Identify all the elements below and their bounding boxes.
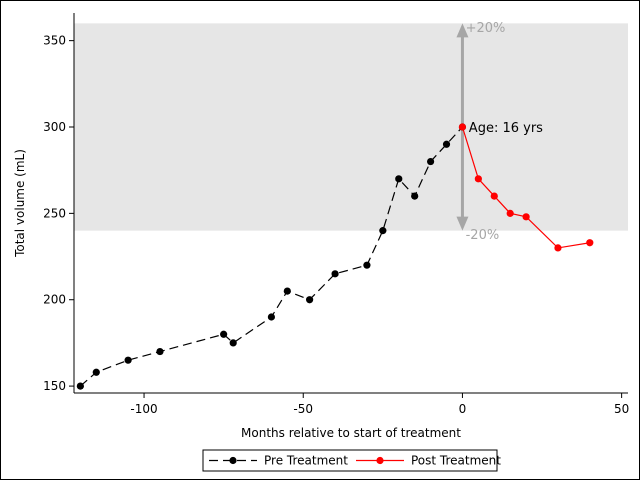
- annotation-label: Age: 16 yrs: [469, 121, 543, 136]
- legend-marker-pre-treatment: [229, 456, 237, 465]
- reference-band: [74, 23, 628, 231]
- data-point-pre-treatment: [124, 356, 132, 364]
- data-point-pre-treatment: [395, 175, 403, 183]
- x-axis-title: Months relative to start of treatment: [241, 426, 461, 440]
- data-point-pre-treatment: [306, 296, 314, 304]
- range-arrow-head-down: [456, 216, 469, 231]
- legend-label-pre-treatment: Pre Treatment: [264, 454, 348, 468]
- y-tick-label: 200: [43, 293, 66, 307]
- data-point-pre-treatment: [442, 140, 451, 148]
- data-point-pre-treatment: [229, 339, 237, 347]
- legend-marker-post-treatment: [376, 456, 384, 465]
- y-tick-label: 250: [43, 206, 66, 220]
- annotation-label: +20%: [466, 21, 506, 36]
- y-tick-label: 350: [43, 34, 66, 48]
- x-tick-label: -100: [130, 402, 157, 416]
- range-arrow-head-up: [456, 23, 469, 38]
- data-point-pre-treatment: [267, 313, 276, 321]
- legend-box: [202, 449, 498, 472]
- x-tick-label: 0: [459, 402, 467, 416]
- data-point-post-treatment: [586, 239, 594, 247]
- data-point-post-treatment: [490, 192, 498, 200]
- data-point-pre-treatment: [283, 287, 291, 295]
- data-point-post-treatment: [554, 244, 562, 252]
- data-point-pre-treatment: [331, 270, 339, 278]
- data-point-post-treatment: [474, 175, 482, 183]
- y-tick-label: 300: [43, 120, 66, 134]
- data-point-pre-treatment: [363, 261, 371, 269]
- data-point-pre-treatment: [92, 368, 100, 376]
- annotation-label: -20%: [466, 228, 500, 243]
- data-point-post-treatment: [506, 209, 514, 217]
- y-axis-title: Total volume (mL): [13, 149, 27, 258]
- data-point-pre-treatment: [156, 347, 164, 356]
- data-point-pre-treatment: [379, 227, 387, 235]
- data-point-post-treatment: [458, 123, 467, 131]
- x-tick-label: 50: [614, 402, 629, 416]
- y-tick-label: 150: [43, 379, 66, 393]
- data-point-pre-treatment: [426, 157, 435, 166]
- data-point-pre-treatment: [76, 382, 84, 390]
- data-point-post-treatment: [522, 213, 530, 221]
- x-tick-label: -50: [293, 402, 313, 416]
- data-point-pre-treatment: [220, 330, 228, 338]
- legend-label-post-treatment: Post Treatment: [411, 454, 501, 468]
- data-point-pre-treatment: [411, 192, 419, 200]
